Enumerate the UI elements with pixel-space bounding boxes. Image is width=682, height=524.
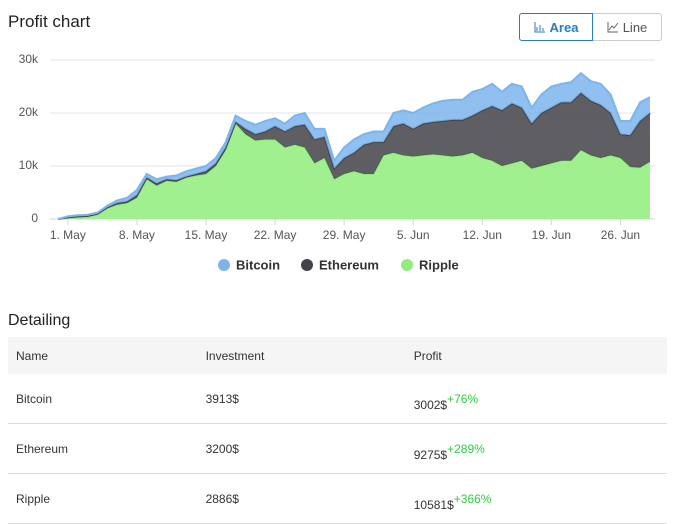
x-tick-label: 12. Jun: [463, 228, 502, 242]
y-tick-label: 10k: [19, 158, 39, 172]
investment-cell: 2886$: [197, 473, 406, 524]
y-tick-label: 20k: [19, 105, 39, 119]
legend-swatch: [301, 259, 313, 271]
line-button[interactable]: Line: [593, 13, 662, 41]
x-tick-label: 19. Jun: [532, 228, 571, 242]
x-tick-label: 1. May: [50, 228, 86, 242]
legend-item[interactable]: Ethereum: [301, 257, 379, 272]
legend-swatch: [218, 259, 230, 271]
area: [58, 73, 650, 219]
column-header: Profit: [405, 337, 667, 374]
column-header: Investment: [197, 337, 406, 374]
y-tick-label: 0: [31, 211, 38, 225]
x-tick-label: 26. Jun: [601, 228, 640, 242]
icon: [607, 22, 619, 33]
button-label: Area: [549, 19, 579, 35]
change: +289%: [447, 441, 485, 456]
section-title: Detailing: [8, 312, 71, 329]
chart-title: Profit chart: [8, 12, 91, 31]
legend-label: Bitcoin: [236, 257, 280, 272]
investment-cell: 3913$: [197, 374, 406, 424]
name-cell: Bitcoin: [8, 374, 198, 424]
page: Profit chart Area Line 0 10k 20k 30k 1. May 8…: [8, 12, 667, 524]
x-tick-label: 8. May: [119, 228, 155, 242]
name-cell: Ripple: [8, 473, 198, 524]
row: Bitcoin 3913$ 3002$+76%: [8, 374, 667, 424]
table: Name Investment Profit Bitcoin 3913$ 3002$+76…: [8, 337, 667, 524]
row: Ethereum 3200$ 9275$+289%: [8, 423, 667, 474]
column-header: Name: [8, 337, 198, 374]
x-tick-label: 5. Jun: [397, 228, 430, 242]
icon: [534, 22, 545, 33]
profit-cell: 9275$+289%: [405, 423, 667, 474]
area-button[interactable]: Area: [519, 13, 593, 41]
row: Ripple 2886$ 10581$+366%: [8, 473, 667, 524]
legend-item[interactable]: Ripple: [401, 257, 459, 272]
change: +76%: [447, 391, 479, 406]
x-tick-label: 15. May: [185, 228, 228, 242]
area: [58, 92, 650, 219]
profit-cell: 3002$+76%: [405, 374, 667, 424]
change: +366%: [453, 491, 492, 506]
legend-item[interactable]: Bitcoin: [218, 257, 280, 272]
x-tick-label: 29. May: [323, 228, 366, 242]
investment-cell: 3200$: [197, 423, 406, 474]
legend-label: Ethereum: [319, 257, 379, 272]
profit: 10581$: [413, 497, 454, 512]
y-tick-label: 30k: [19, 52, 39, 66]
profit-cell: 10581$+366%: [405, 473, 667, 524]
profit: 9275$: [413, 447, 448, 462]
legend-swatch: [401, 259, 413, 271]
area-line: [57, 71, 651, 220]
legend-label: Ripple: [419, 257, 459, 272]
button-label: Line: [622, 19, 648, 35]
name-cell: Ethereum: [8, 423, 198, 474]
chart: 0 10k 20k 30k 1. May 8. May 15. May 22. May 29. …: [19, 52, 655, 272]
toggle: Area Line: [519, 13, 662, 41]
x-tick-label: 22. May: [254, 228, 297, 242]
profit: 3002$: [413, 397, 448, 412]
